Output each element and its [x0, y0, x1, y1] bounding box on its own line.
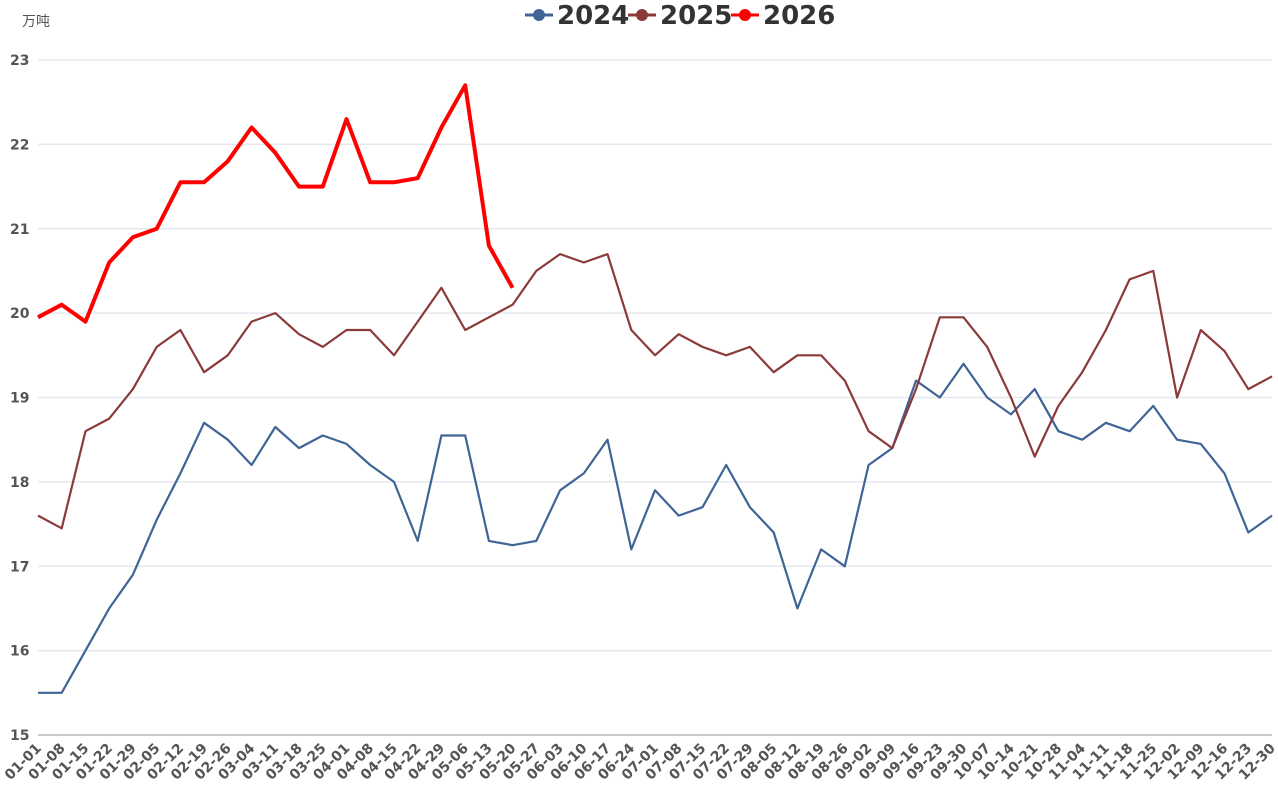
legend-label: 2025 — [660, 1, 732, 31]
y-tick-label: 17 — [10, 559, 29, 575]
series-line — [37, 83, 515, 324]
y-tick-label: 16 — [10, 644, 29, 660]
y-tick-label: 20 — [10, 306, 30, 322]
legend-label: 2024 — [557, 1, 629, 31]
series-line — [37, 253, 1273, 530]
legend-marker — [739, 9, 751, 21]
y-tick-label: 22 — [10, 137, 29, 153]
legend-label: 2026 — [763, 1, 835, 31]
y-tick-label: 15 — [10, 728, 29, 744]
unit-label: 万吨 — [22, 14, 50, 30]
series-line — [38, 362, 1273, 694]
legend-marker — [533, 9, 545, 21]
legend-marker — [636, 9, 648, 21]
y-tick-label: 19 — [10, 391, 29, 407]
y-tick-label: 21 — [10, 222, 29, 238]
y-tick-label: 23 — [10, 53, 29, 69]
y-tick-label: 18 — [10, 475, 29, 491]
